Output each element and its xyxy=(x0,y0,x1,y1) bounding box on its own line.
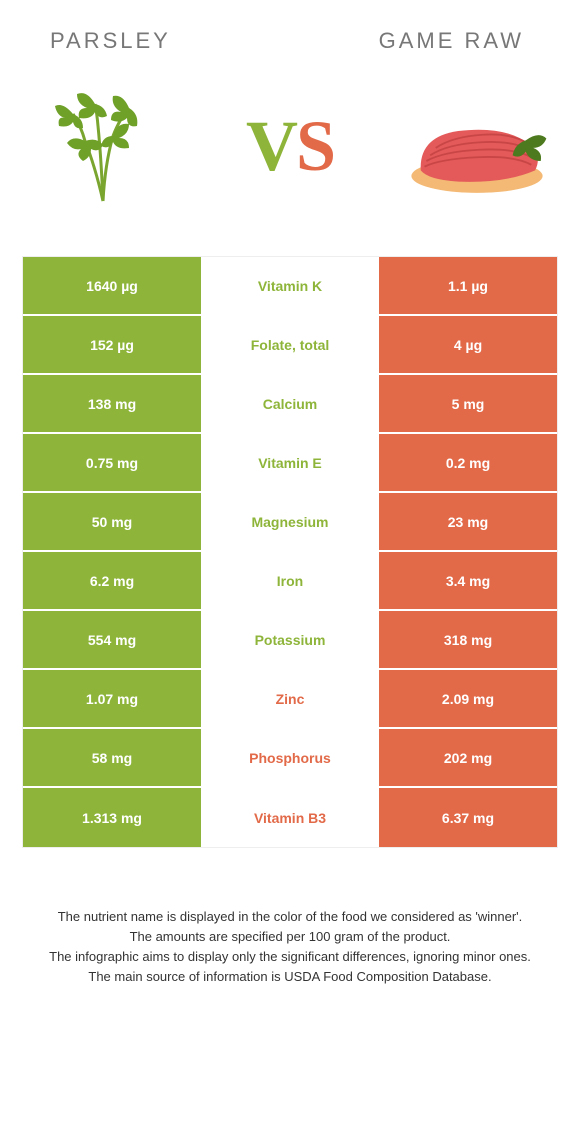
table-row: 1.07 mgZinc2.09 mg xyxy=(23,670,557,729)
right-value: 23 mg xyxy=(379,493,557,550)
vs-v: V xyxy=(246,106,296,186)
left-value: 138 mg xyxy=(23,375,201,432)
vs-s: S xyxy=(296,106,334,186)
table-row: 138 mgCalcium5 mg xyxy=(23,375,557,434)
nutrient-name: Folate, total xyxy=(201,316,379,373)
comparison-table: 1640 µgVitamin K1.1 µg152 µgFolate, tota… xyxy=(22,256,558,848)
nutrient-name: Calcium xyxy=(201,375,379,432)
table-row: 1.313 mgVitamin B36.37 mg xyxy=(23,788,557,847)
right-value: 0.2 mg xyxy=(379,434,557,491)
right-value: 2.09 mg xyxy=(379,670,557,727)
right-value: 3.4 mg xyxy=(379,552,557,609)
left-food-title: PARSLEY xyxy=(50,28,171,54)
header: PARSLEY GAME RAW xyxy=(0,0,580,64)
footnote-line: The amounts are specified per 100 gram o… xyxy=(30,928,550,947)
nutrient-name: Potassium xyxy=(201,611,379,668)
left-value: 58 mg xyxy=(23,729,201,786)
left-value: 1.07 mg xyxy=(23,670,201,727)
vs-label: VS xyxy=(246,105,334,188)
image-row: VS xyxy=(0,64,580,256)
left-value: 1.313 mg xyxy=(23,788,201,847)
nutrient-name: Vitamin K xyxy=(201,257,379,314)
table-row: 58 mgPhosphorus202 mg xyxy=(23,729,557,788)
nutrient-name: Zinc xyxy=(201,670,379,727)
right-value: 202 mg xyxy=(379,729,557,786)
left-value: 0.75 mg xyxy=(23,434,201,491)
right-food-title: GAME RAW xyxy=(379,28,524,54)
left-value: 554 mg xyxy=(23,611,201,668)
right-value: 4 µg xyxy=(379,316,557,373)
footnote: The nutrient name is displayed in the co… xyxy=(30,908,550,986)
table-row: 0.75 mgVitamin E0.2 mg xyxy=(23,434,557,493)
nutrient-name: Phosphorus xyxy=(201,729,379,786)
table-row: 152 µgFolate, total4 µg xyxy=(23,316,557,375)
nutrient-name: Vitamin E xyxy=(201,434,379,491)
table-row: 554 mgPotassium318 mg xyxy=(23,611,557,670)
nutrient-name: Vitamin B3 xyxy=(201,788,379,847)
parsley-icon xyxy=(28,76,178,216)
nutrient-name: Iron xyxy=(201,552,379,609)
footnote-line: The nutrient name is displayed in the co… xyxy=(30,908,550,927)
right-value: 318 mg xyxy=(379,611,557,668)
left-value: 152 µg xyxy=(23,316,201,373)
footnote-line: The main source of information is USDA F… xyxy=(30,968,550,987)
right-value: 5 mg xyxy=(379,375,557,432)
table-row: 1640 µgVitamin K1.1 µg xyxy=(23,257,557,316)
nutrient-name: Magnesium xyxy=(201,493,379,550)
table-row: 6.2 mgIron3.4 mg xyxy=(23,552,557,611)
game-raw-icon xyxy=(402,76,552,216)
left-value: 1640 µg xyxy=(23,257,201,314)
footnote-line: The infographic aims to display only the… xyxy=(30,948,550,967)
right-value: 6.37 mg xyxy=(379,788,557,847)
left-value: 6.2 mg xyxy=(23,552,201,609)
right-value: 1.1 µg xyxy=(379,257,557,314)
left-value: 50 mg xyxy=(23,493,201,550)
table-row: 50 mgMagnesium23 mg xyxy=(23,493,557,552)
